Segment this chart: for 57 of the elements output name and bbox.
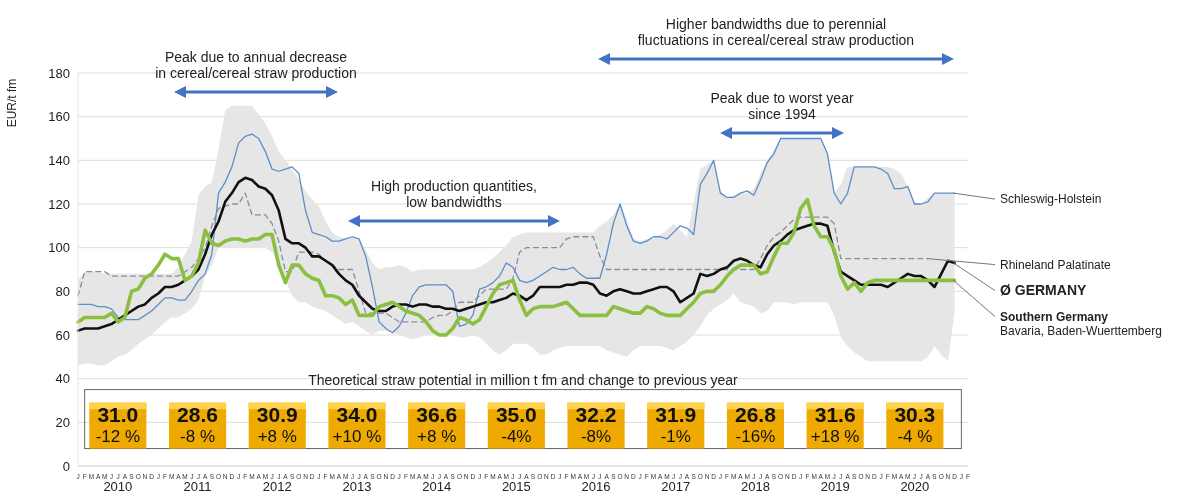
text: Southern Germany Bavaria, Baden-Wuerttemberg [1000, 309, 1162, 338]
text: 2018 [741, 479, 770, 494]
line-series [76, 176, 956, 332]
annotation: -16% [735, 426, 776, 446]
text: Ø GERMANY [1000, 281, 1087, 298]
annotation: -8% [580, 426, 612, 446]
text: Schleswig-Holstein [1000, 192, 1102, 207]
text: Rhineland Palatinate [1000, 257, 1112, 272]
line-series [77, 192, 929, 323]
text: Higher bandwidths due to perennial fluctuations in cereal/cereal straw production [637, 16, 915, 48]
text: 2010 [103, 479, 133, 494]
annotation: +8 % [257, 426, 297, 446]
annotation: Peak due to annual decrease in cereal/cereal straw production [155, 49, 357, 81]
y-tick-label: 160 [48, 109, 70, 125]
text: 2015 [501, 479, 531, 494]
annotation: High production quantities, low bandwidths [371, 178, 537, 210]
y-axis-title: EUR/t fm [5, 78, 19, 128]
text: 2012 [262, 479, 292, 494]
y-tick-label: 80 [55, 283, 70, 299]
annotation: 31.0 [97, 403, 139, 427]
annotation: 35.0 [495, 403, 537, 427]
annotation: 34.0 [336, 403, 378, 427]
line-series [76, 197, 957, 337]
annotation: -1% [660, 426, 691, 446]
y-tick-label: 20 [55, 414, 70, 430]
annotation: 26.8 [735, 403, 777, 427]
y-tick-label: 180 [48, 65, 70, 81]
text: 2014 [422, 479, 452, 494]
line-series [77, 133, 956, 334]
text: 2019 [820, 479, 850, 494]
annotation: -4% [501, 426, 532, 446]
y-tick-label: 120 [48, 196, 70, 212]
annotation: -8 % [180, 426, 216, 446]
text: 2020 [900, 479, 930, 494]
text: 2011 [183, 479, 212, 494]
y-tick-label: 40 [55, 371, 70, 387]
annotation: +10 % [332, 426, 382, 446]
annotation: +18 % [810, 426, 860, 446]
text: 2016 [581, 479, 611, 494]
y-tick-label: 60 [55, 327, 70, 343]
text: 2017 [661, 479, 691, 494]
annotation: +8 % [417, 426, 457, 446]
annotation: 30.9 [256, 403, 298, 427]
annotation: 30.3 [894, 403, 936, 427]
annotation: 31.6 [814, 403, 856, 427]
annotation: 31.9 [655, 403, 697, 427]
annotation: -12 % [95, 426, 141, 446]
annotation: Theoretical straw potential in million t fm and change to previous year [308, 372, 739, 389]
annotation: Peak due to worst year since 1994 [710, 90, 854, 122]
y-tick-label: 100 [48, 240, 70, 256]
annotation: 28.6 [177, 403, 218, 427]
y-tick-label: 140 [48, 152, 70, 168]
annotation: 36.6 [416, 403, 458, 427]
text: 2013 [342, 479, 372, 494]
y-tick-label: 0 [62, 458, 70, 474]
annotation: 32.2 [575, 403, 617, 427]
annotation: -4 % [897, 426, 933, 446]
